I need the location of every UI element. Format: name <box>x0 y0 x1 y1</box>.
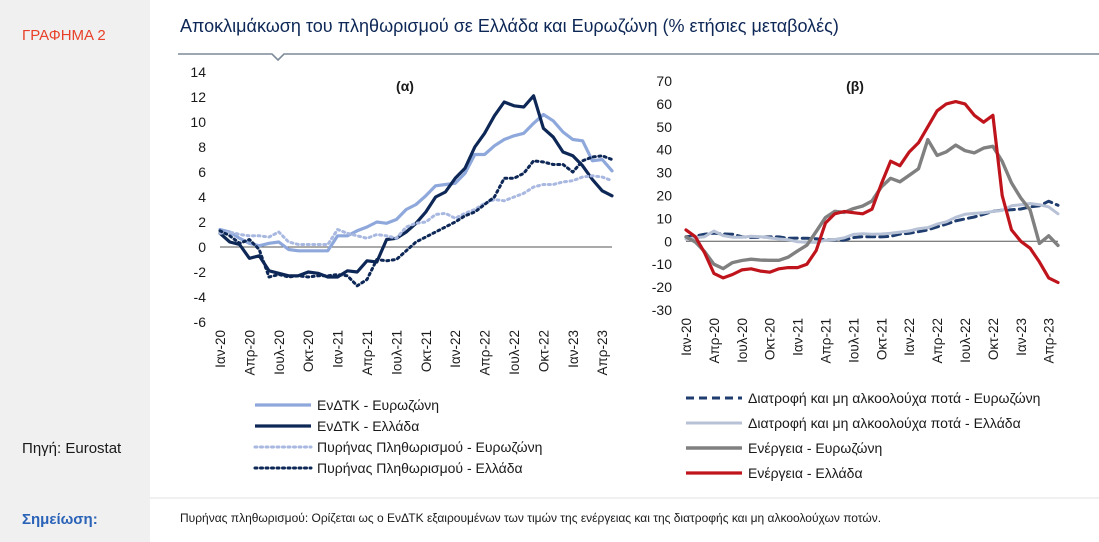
y-tick-label: 2 <box>198 214 206 230</box>
footer: Σημείωση: Πυρήνας πληθωρισμού: Ορίζεται … <box>0 497 1099 542</box>
x-tick-label: Ιαν-21 <box>791 318 806 356</box>
series-line <box>218 112 614 253</box>
x-tick-label: Απρ-23 <box>1042 318 1057 364</box>
y-tick-label: 0 <box>198 239 206 255</box>
note-text: Πυρήνας πληθωρισμού: Ορίζεται ως ο ΕνΔΤΚ… <box>180 511 882 525</box>
x-tick-label: Ιουλ-22 <box>507 330 522 375</box>
legend-label: ΕνΔΤΚ - Ελλάδα <box>317 418 419 434</box>
panel-title: (α) <box>396 78 414 94</box>
x-tick-label: Οκτ-22 <box>986 318 1001 360</box>
note-label: Σημείωση: <box>22 511 98 528</box>
x-tick-label: Απρ-21 <box>819 318 834 364</box>
y-tick-label: -10 <box>652 256 672 272</box>
x-tick-label: Απρ-23 <box>595 330 610 376</box>
x-tick-label: Οκτ-20 <box>763 318 778 360</box>
legend-label: Ενέργεια - Ευρωζώνη <box>748 440 882 456</box>
y-tick-label: -6 <box>194 314 207 330</box>
legend-label: Πυρήνας Πληθωρισμού - Ελλάδα <box>317 460 523 476</box>
legend-label: Διατροφή και μη αλκοολούχα ποτά - Ελλάδα <box>748 415 1021 431</box>
legend-label: Διατροφή και μη αλκοολούχα ποτά - Ευρωζώ… <box>748 390 1040 406</box>
x-tick-label: Οκτ-20 <box>301 330 316 372</box>
x-tick-label: Απρ-22 <box>930 318 945 364</box>
footer-divider <box>150 497 1099 499</box>
source-label: Πηγή: Eurostat <box>22 440 122 457</box>
legend-label: Πυρήνας Πληθωρισμού - Ευρωζώνη <box>317 439 542 455</box>
y-tick-label: 10 <box>656 210 672 226</box>
title-rule <box>178 53 1099 62</box>
series-line <box>684 202 1060 244</box>
x-tick-label: Ιαν-23 <box>1014 318 1029 356</box>
series-line <box>684 137 1060 271</box>
x-tick-label: Ιουλ-20 <box>735 318 750 363</box>
x-tick-label: Απρ-22 <box>478 330 493 376</box>
y-tick-label: -2 <box>194 264 207 280</box>
x-tick-label: Απρ-20 <box>707 318 722 364</box>
y-tick-label: 10 <box>190 114 206 130</box>
x-tick-label: Ιουλ-21 <box>389 330 404 375</box>
panel-title: (β) <box>846 78 864 94</box>
y-tick-label: 14 <box>190 64 206 80</box>
chart-title: Αποκλιμάκωση του πληθωρισμού σε Ελλάδα κ… <box>180 16 839 36</box>
x-tick-label: Απρ-20 <box>242 330 257 376</box>
figure-label: ΓΡΑΦΗΜΑ 2 <box>22 27 106 44</box>
y-tick-label: 8 <box>198 139 206 155</box>
y-tick-label: 30 <box>656 165 672 181</box>
y-tick-label: 4 <box>198 189 206 205</box>
main-panel: Αποκλιμάκωση του πληθωρισμού σε Ελλάδα κ… <box>150 0 1099 497</box>
y-tick-label: 20 <box>656 188 672 204</box>
y-tick-label: 40 <box>656 142 672 158</box>
x-tick-label: Ιαν-21 <box>331 330 346 368</box>
x-tick-label: Οκτ-22 <box>536 330 551 372</box>
x-tick-label: Ιαν-20 <box>213 330 228 368</box>
x-tick-label: Ιαν-23 <box>566 330 581 368</box>
y-tick-label: 6 <box>198 164 206 180</box>
y-tick-label: -4 <box>194 289 207 305</box>
y-tick-label: 0 <box>664 233 672 249</box>
series-line <box>218 154 614 288</box>
y-tick-label: -30 <box>652 302 672 318</box>
legend-label: ΕνΔΤΚ - Ευρωζώνη <box>317 397 439 413</box>
footer-left: Σημείωση: <box>0 497 150 542</box>
y-tick-label: -20 <box>652 279 672 295</box>
x-tick-label: Οκτ-21 <box>419 330 434 372</box>
legend-label: Ενέργεια - Ελλάδα <box>748 465 863 481</box>
y-tick-label: 50 <box>656 119 672 135</box>
x-tick-label: Ιαν-22 <box>448 330 463 368</box>
y-tick-label: 12 <box>190 89 206 105</box>
x-tick-label: Ιαν-20 <box>679 318 694 356</box>
series-line <box>684 99 1060 285</box>
x-tick-label: Ιαν-22 <box>902 318 917 356</box>
y-tick-label: 60 <box>656 96 672 112</box>
side-panel: ΓΡΑΦΗΜΑ 2 Πηγή: Eurostat <box>0 0 150 497</box>
x-tick-label: Οκτ-21 <box>874 318 889 360</box>
series-line <box>218 174 614 246</box>
x-tick-label: Ιουλ-22 <box>958 318 973 363</box>
y-tick-label: 70 <box>656 73 672 89</box>
x-tick-label: Απρ-21 <box>360 330 375 376</box>
x-tick-label: Ιουλ-20 <box>272 330 287 375</box>
x-tick-label: Ιουλ-21 <box>846 318 861 363</box>
